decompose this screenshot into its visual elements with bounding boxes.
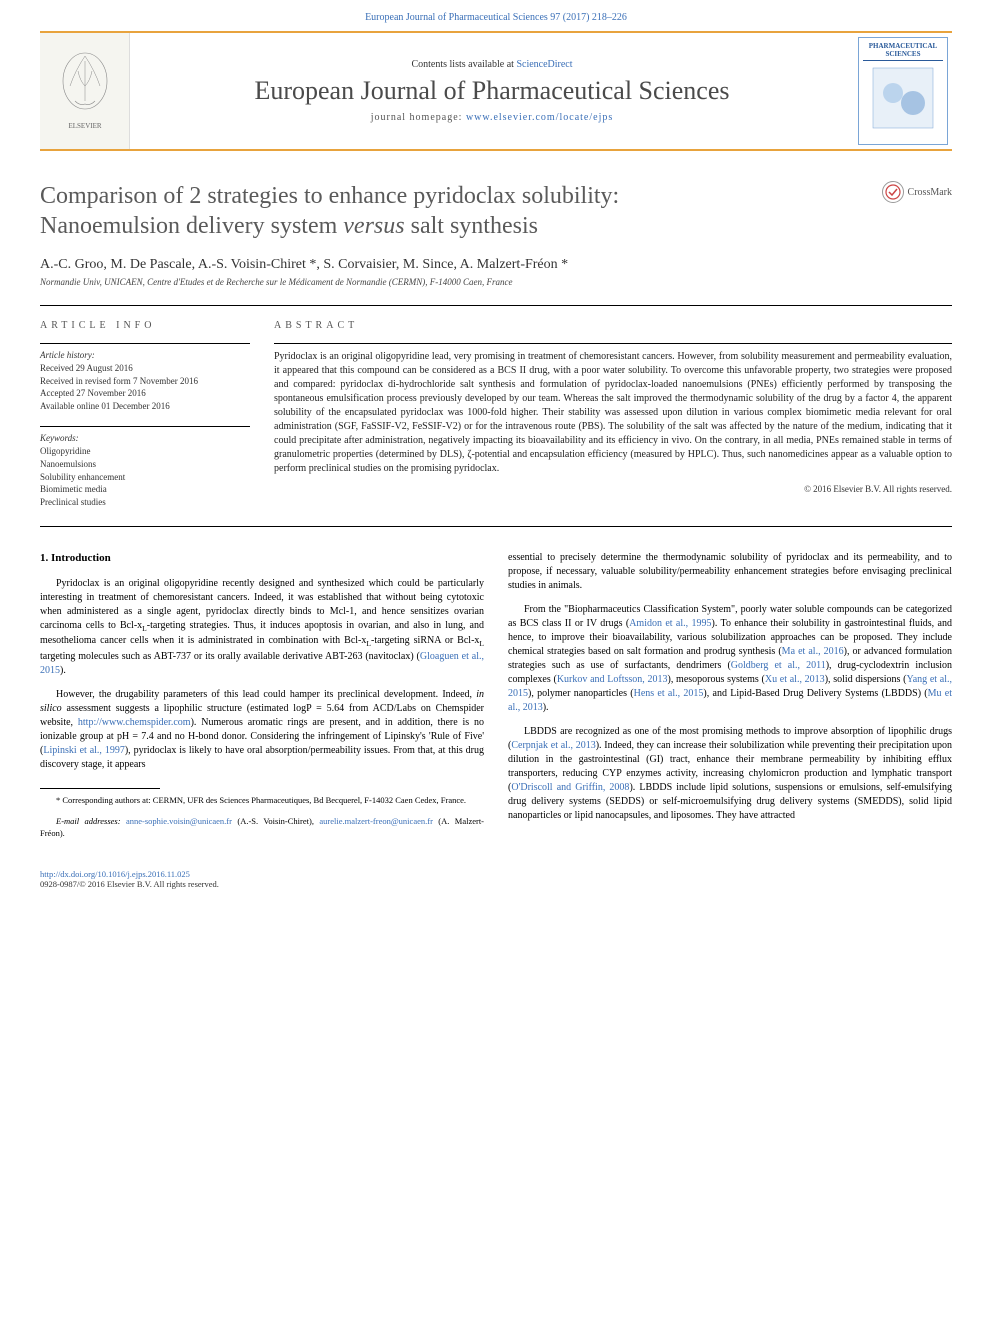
page-footer: http://dx.doi.org/10.1016/j.ejps.2016.11…	[40, 869, 952, 889]
history-received: Received 29 August 2016	[40, 362, 250, 375]
history-label: Article history:	[40, 350, 250, 360]
citation-link[interactable]: Kurkov and Loftsson, 2013	[557, 674, 668, 685]
intro-heading: 1. Introduction	[40, 551, 484, 566]
journal-cover-title: PHARMACEUTICAL SCIENCES	[863, 42, 943, 61]
article-header: CrossMark Comparison of 2 strategies to …	[40, 181, 952, 241]
text: -targeting siRNA or Bcl-x	[371, 635, 479, 646]
right-para-2: From the "Biopharmaceutics Classificatio…	[508, 603, 952, 715]
left-column: 1. Introduction Pyridoclax is an origina…	[40, 551, 484, 849]
text: ).	[543, 702, 549, 713]
text: (A.-S. Voisin-Chiret),	[232, 816, 319, 826]
author-list: A.-C. Groo, M. De Pascale, A.-S. Voisin-…	[40, 257, 952, 273]
citation-link[interactable]: Amidon et al., 1995	[629, 618, 711, 629]
crossmark-badge[interactable]: CrossMark	[882, 181, 952, 203]
article-info-column: article info Article history: Received 2…	[40, 320, 250, 508]
history-revised: Received in revised form 7 November 2016	[40, 375, 250, 388]
title-versus: versus	[343, 213, 404, 239]
intro-para-2: However, the drugability parameters of t…	[40, 688, 484, 772]
abstract-text: Pyridoclax is an original oligopyridine …	[274, 343, 952, 476]
doi-link[interactable]: http://dx.doi.org/10.1016/j.ejps.2016.11…	[40, 869, 190, 879]
abstract-label: abstract	[274, 320, 952, 331]
citation-link[interactable]: O'Driscoll and Griffin, 2008	[511, 782, 629, 793]
svg-text:ELSEVIER: ELSEVIER	[68, 122, 101, 130]
history-online: Available online 01 December 2016	[40, 400, 250, 413]
journal-cover-thumbnail: PHARMACEUTICAL SCIENCES	[858, 37, 948, 145]
citation-link[interactable]: Cerpnjak et al., 2013	[511, 740, 595, 751]
journal-cover-graphic-icon	[868, 63, 938, 133]
history-accepted: Accepted 27 November 2016	[40, 387, 250, 400]
text: ), and Lipid-Based Drug Delivery Systems…	[703, 688, 927, 699]
intro-para-1: Pyridoclax is an original oligopyridine …	[40, 577, 484, 678]
corresponding-author-footnote: * Corresponding authors at: CERMN, UFR d…	[40, 795, 484, 806]
text: ), polymer nanoparticles (	[528, 688, 634, 699]
email-link[interactable]: aurelie.malzert-freon@unicaen.fr	[319, 816, 433, 826]
crossmark-icon	[882, 181, 904, 203]
contents-available-line: Contents lists available at ScienceDirec…	[411, 59, 572, 70]
text: ).	[60, 665, 66, 676]
issn-copyright: 0928-0987/© 2016 Elsevier B.V. All right…	[40, 879, 219, 889]
right-para-1: essential to precisely determine the the…	[508, 551, 952, 593]
elsevier-tree-icon: ELSEVIER	[50, 46, 120, 136]
footnote-separator	[40, 788, 160, 789]
title-line-2b: salt synthesis	[405, 213, 538, 239]
email-footnote: E-mail addresses: anne-sophie.voisin@uni…	[40, 816, 484, 839]
homepage-prefix: journal homepage:	[371, 112, 466, 123]
keyword: Solubility enhancement	[40, 471, 250, 484]
citation-link[interactable]: Ma et al., 2016	[782, 646, 844, 657]
citation-link[interactable]: Lipinski et al., 1997	[43, 745, 125, 756]
sciencedirect-link[interactable]: ScienceDirect	[516, 59, 572, 70]
crossmark-label: CrossMark	[908, 187, 952, 198]
journal-homepage-link[interactable]: www.elsevier.com/locate/ejps	[466, 112, 613, 123]
keyword: Oligopyridine	[40, 445, 250, 458]
running-head-link[interactable]: European Journal of Pharmaceutical Scien…	[365, 12, 627, 23]
article-history-block: Article history: Received 29 August 2016…	[40, 343, 250, 412]
text: However, the drugability parameters of t…	[56, 689, 476, 700]
running-head: European Journal of Pharmaceutical Scien…	[0, 0, 992, 31]
keyword: Biomimetic media	[40, 483, 250, 496]
article-info-label: article info	[40, 320, 250, 331]
keyword: Preclinical studies	[40, 496, 250, 509]
body-two-column: 1. Introduction Pyridoclax is an origina…	[40, 551, 952, 849]
keywords-label: Keywords:	[40, 426, 250, 443]
text: ), solid dispersions (	[825, 674, 907, 685]
title-line-1: Comparison of 2 strategies to enhance py…	[40, 183, 619, 209]
journal-homepage-line: journal homepage: www.elsevier.com/locat…	[371, 112, 614, 123]
affiliation: Normandie Univ, UNICAEN, Centre d'Etudes…	[40, 277, 952, 287]
title-line-2a: Nanoemulsion delivery system	[40, 213, 343, 239]
abstract-column: abstract Pyridoclax is an original oligo…	[274, 320, 952, 508]
email-link[interactable]: anne-sophie.voisin@unicaen.fr	[126, 816, 232, 826]
contents-prefix: Contents lists available at	[411, 59, 516, 70]
abstract-copyright: © 2016 Elsevier B.V. All rights reserved…	[274, 484, 952, 494]
citation-link[interactable]: Xu et al., 2013	[765, 674, 825, 685]
right-para-3: LBDDS are recognized as one of the most …	[508, 725, 952, 823]
keyword: Nanoemulsions	[40, 458, 250, 471]
journal-header-center: Contents lists available at ScienceDirec…	[130, 33, 854, 149]
right-column: essential to precisely determine the the…	[508, 551, 952, 849]
section-divider	[40, 526, 952, 527]
citation-link[interactable]: Hens et al., 2015	[634, 688, 704, 699]
citation-link[interactable]: Goldberg et al., 2011	[731, 660, 826, 671]
meta-abstract-row: article info Article history: Received 2…	[40, 305, 952, 508]
text: targeting molecules such as ABT-737 or i…	[40, 651, 420, 662]
elsevier-logo: ELSEVIER	[40, 33, 130, 149]
article-title: Comparison of 2 strategies to enhance py…	[40, 181, 952, 241]
journal-name: European Journal of Pharmaceutical Scien…	[254, 76, 729, 106]
text: ), mesoporous systems (	[668, 674, 765, 685]
chemspider-link[interactable]: http://www.chemspider.com	[78, 717, 191, 728]
email-label: E-mail addresses:	[56, 816, 121, 826]
journal-header-banner: ELSEVIER Contents lists available at Sci…	[40, 31, 952, 151]
